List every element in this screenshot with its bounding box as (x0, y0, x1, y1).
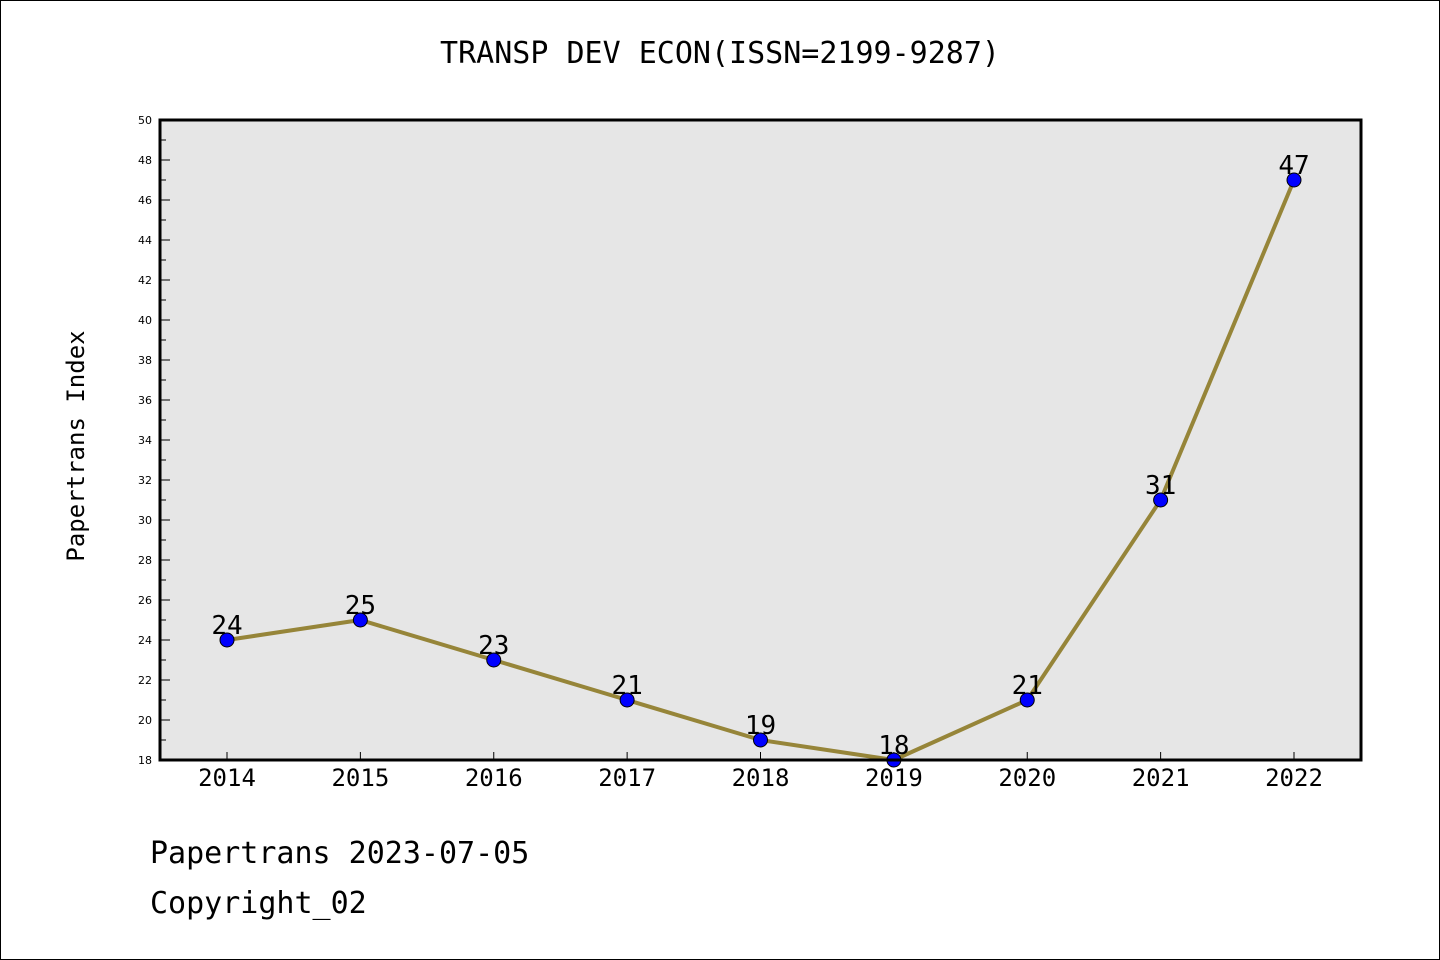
data-label: 18 (878, 731, 909, 761)
footer-copyright: Copyright_02 (150, 886, 367, 921)
data-label: 23 (478, 631, 509, 661)
data-label: 31 (1145, 471, 1176, 501)
data-point (619, 692, 635, 708)
y-tick-label: 40 (138, 314, 152, 327)
data-label: 21 (1012, 671, 1043, 701)
y-tick-label: 50 (138, 114, 152, 127)
x-tick-label: 2017 (598, 764, 656, 792)
data-label: 25 (345, 591, 376, 621)
x-axis: 2014 2015 2016 2017 2018 2019 2020 2021 2022 (198, 752, 1323, 792)
plot-area (160, 120, 1361, 760)
x-tick-label: 2015 (331, 764, 389, 792)
data-label: 47 (1278, 151, 1309, 181)
y-tick-label: 30 (138, 514, 152, 527)
data-point (1153, 492, 1169, 508)
y-tick-label: 38 (138, 354, 152, 367)
y-tick-label: 42 (138, 274, 152, 287)
data-label: 21 (611, 671, 642, 701)
y-tick-label: 32 (138, 474, 152, 487)
data-point (486, 652, 502, 668)
y-tick-label: 24 (138, 634, 152, 647)
data-point (1286, 172, 1302, 188)
y-tick-label: 26 (138, 594, 152, 607)
y-tick-label: 36 (138, 394, 152, 407)
y-tick-label: 28 (138, 554, 152, 567)
data-point (352, 612, 368, 628)
data-label: 24 (211, 611, 242, 641)
data-point (753, 732, 768, 748)
plot-border (158, 118, 1363, 762)
y-tick-label: 34 (138, 434, 152, 447)
x-tick-label: 2016 (465, 764, 523, 792)
x-tick-label: 2022 (1265, 764, 1323, 792)
y-tick-label: 48 (138, 154, 152, 167)
x-tick-label: 2019 (865, 764, 923, 792)
x-tick-label: 2020 (998, 764, 1056, 792)
x-tick-label: 2018 (732, 764, 790, 792)
y-tick-label: 18 (138, 754, 152, 767)
data-point (219, 632, 235, 648)
y-tick-label: 44 (138, 234, 152, 247)
data-label: 19 (745, 711, 776, 741)
y-tick-label: 20 (138, 714, 152, 727)
y-tick-label: 46 (138, 194, 152, 207)
chart-title: TRANSP DEV ECON(ISSN=2199-9287) (440, 36, 1000, 71)
x-tick-label: 2021 (1132, 764, 1190, 792)
y-tick-label: 22 (138, 674, 152, 687)
footer-date: Papertrans 2023-07-05 (150, 836, 530, 871)
x-tick-label: 2014 (198, 764, 256, 792)
data-point (1019, 692, 1035, 708)
